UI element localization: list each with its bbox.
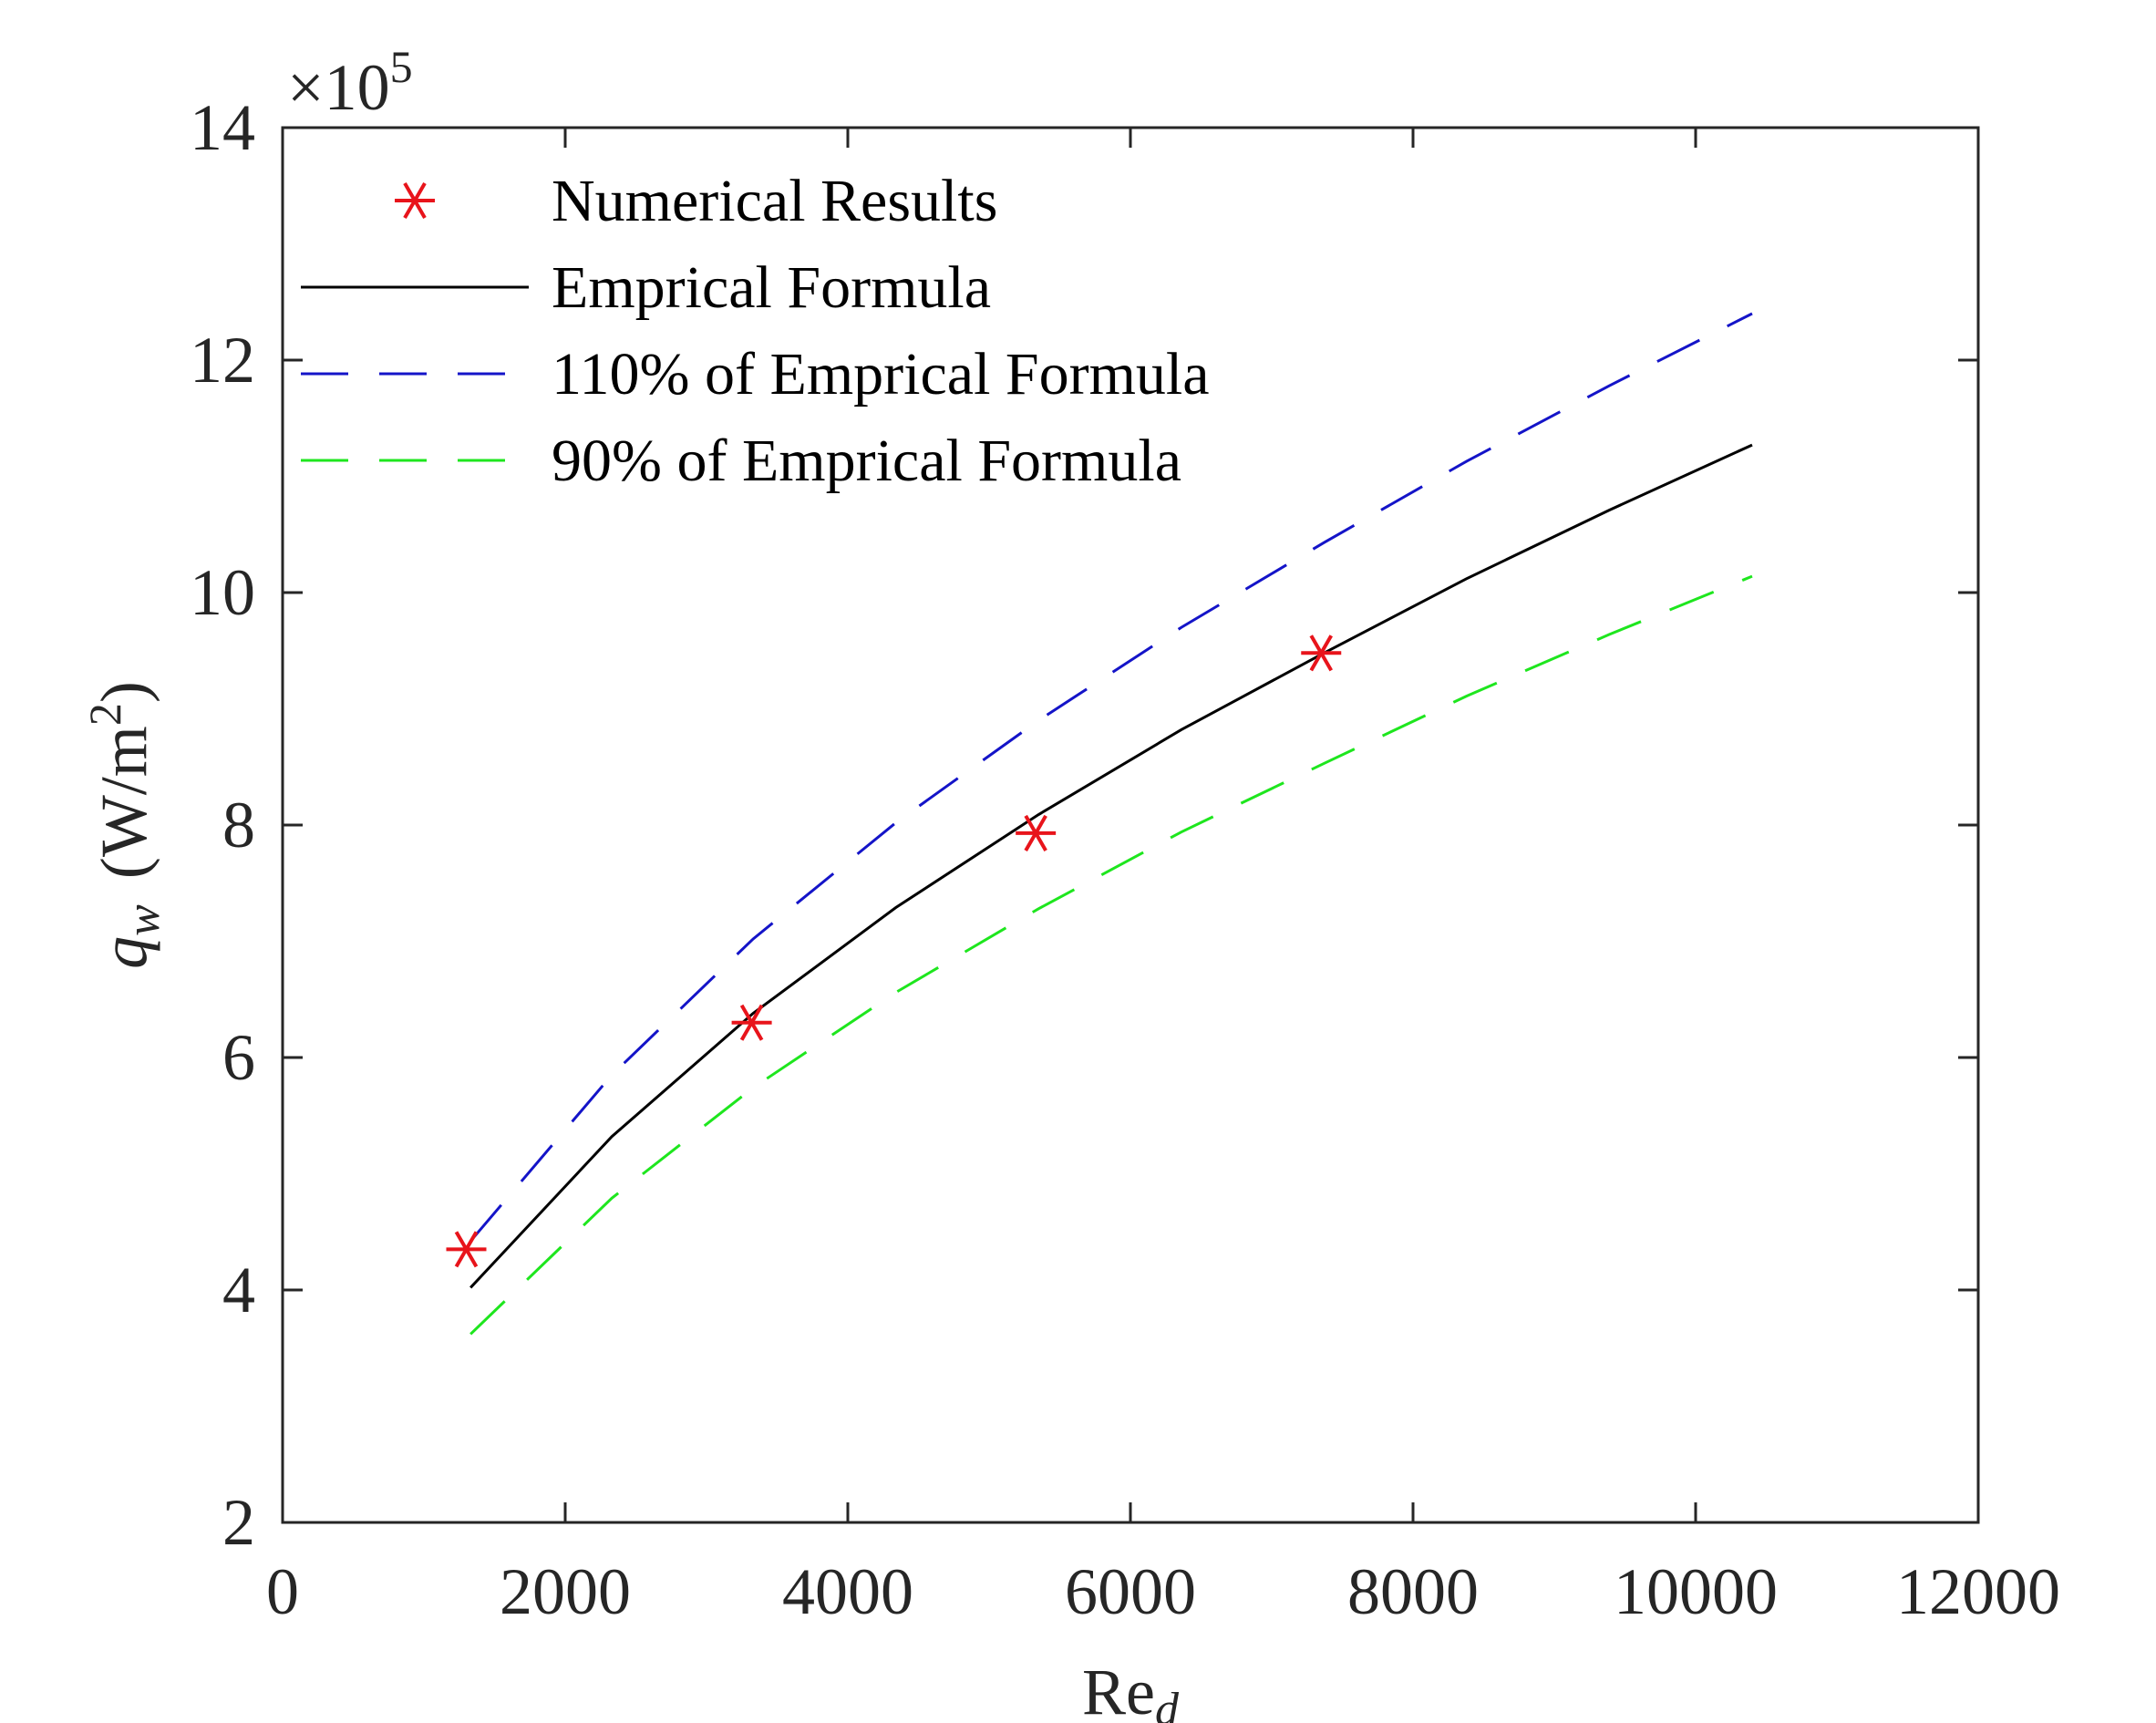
- y-tick-label: 2: [222, 1486, 255, 1559]
- lower-90-line: [469, 574, 1753, 1336]
- y-axis-label: qw (W/m2): [79, 681, 170, 969]
- x-tick-label: 4000: [782, 1555, 913, 1628]
- y-multiplier-exp: 5: [390, 41, 413, 92]
- y-tick-label: 6: [222, 1021, 255, 1094]
- x-tick-label: 8000: [1347, 1555, 1479, 1628]
- x-tick-label: 0: [266, 1555, 299, 1628]
- y-axis-label-unit: (W/m: [88, 726, 160, 879]
- legend-label: Numerical Results: [552, 168, 997, 234]
- y-multiplier: ×105: [287, 41, 413, 124]
- legend-label: 110% of Emprical Formula: [552, 341, 1210, 408]
- legend-label: 90% of Emprical Formula: [552, 428, 1181, 494]
- numerical-point: [446, 1231, 487, 1268]
- y-axis-label-sub: w: [118, 904, 170, 936]
- y-tick-label: 12: [190, 324, 255, 397]
- x-tick-label: 10000: [1614, 1555, 1778, 1628]
- legend: Numerical Results Emprical Formula 110% of…: [301, 168, 1210, 494]
- y-tick-label: 8: [222, 789, 255, 862]
- x-tick-label: 2000: [500, 1555, 631, 1628]
- x-axis-label-sub: d: [1155, 1684, 1180, 1723]
- numerical-point: [1301, 635, 1342, 672]
- y-tick-label: 10: [190, 556, 255, 629]
- legend-marker: [395, 181, 435, 220]
- x-tick-label: 12000: [1896, 1555, 2060, 1628]
- tick-layer: 0 2000 4000 6000 8000 10000 12000 2 4 6 8 10 12 14: [190, 91, 2060, 1628]
- plot-area: [283, 128, 1978, 1522]
- y-axis-label-unit-close: ): [88, 681, 160, 703]
- y-multiplier-prefix: ×10: [287, 51, 390, 124]
- legend-label: Emprical Formula: [552, 254, 991, 321]
- y-axis-label-main: q: [88, 936, 160, 969]
- numerical-point: [1016, 814, 1057, 851]
- upper-110-line: [469, 312, 1753, 1243]
- x-tick-label: 6000: [1065, 1555, 1196, 1628]
- series-layer: [446, 312, 1753, 1336]
- empirical-line: [469, 443, 1753, 1289]
- y-tick-label: 4: [222, 1254, 255, 1326]
- numerical-point: [731, 1004, 772, 1041]
- x-axis-label-main: Re: [1082, 1656, 1155, 1723]
- y-tick-label: 14: [190, 91, 255, 164]
- x-axis-label: Red: [1082, 1656, 1180, 1723]
- y-axis-label-unit-sup: 2: [79, 703, 130, 726]
